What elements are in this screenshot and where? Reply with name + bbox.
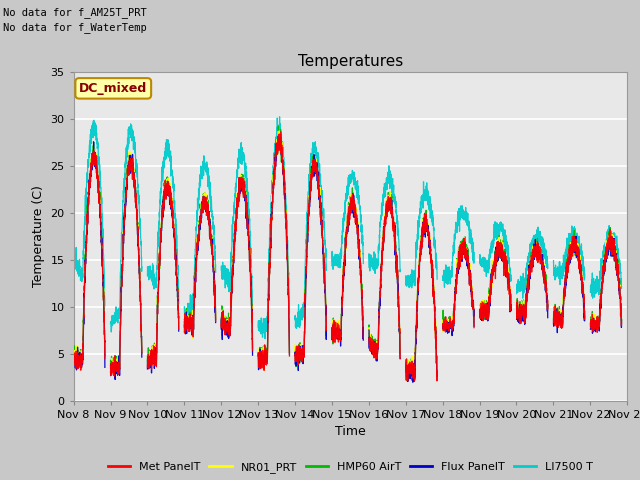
Legend: Met PanelT, NR01_PRT, HMP60 AirT, Flux PanelT, LI7500 T: Met PanelT, NR01_PRT, HMP60 AirT, Flux P… <box>104 457 597 478</box>
Text: No data for f_WaterTemp: No data for f_WaterTemp <box>3 22 147 33</box>
Text: DC_mixed: DC_mixed <box>79 82 147 95</box>
Title: Temperatures: Temperatures <box>298 54 403 70</box>
Text: No data for f_AM25T_PRT: No data for f_AM25T_PRT <box>3 7 147 18</box>
Y-axis label: Temperature (C): Temperature (C) <box>32 185 45 288</box>
X-axis label: Time: Time <box>335 425 366 438</box>
